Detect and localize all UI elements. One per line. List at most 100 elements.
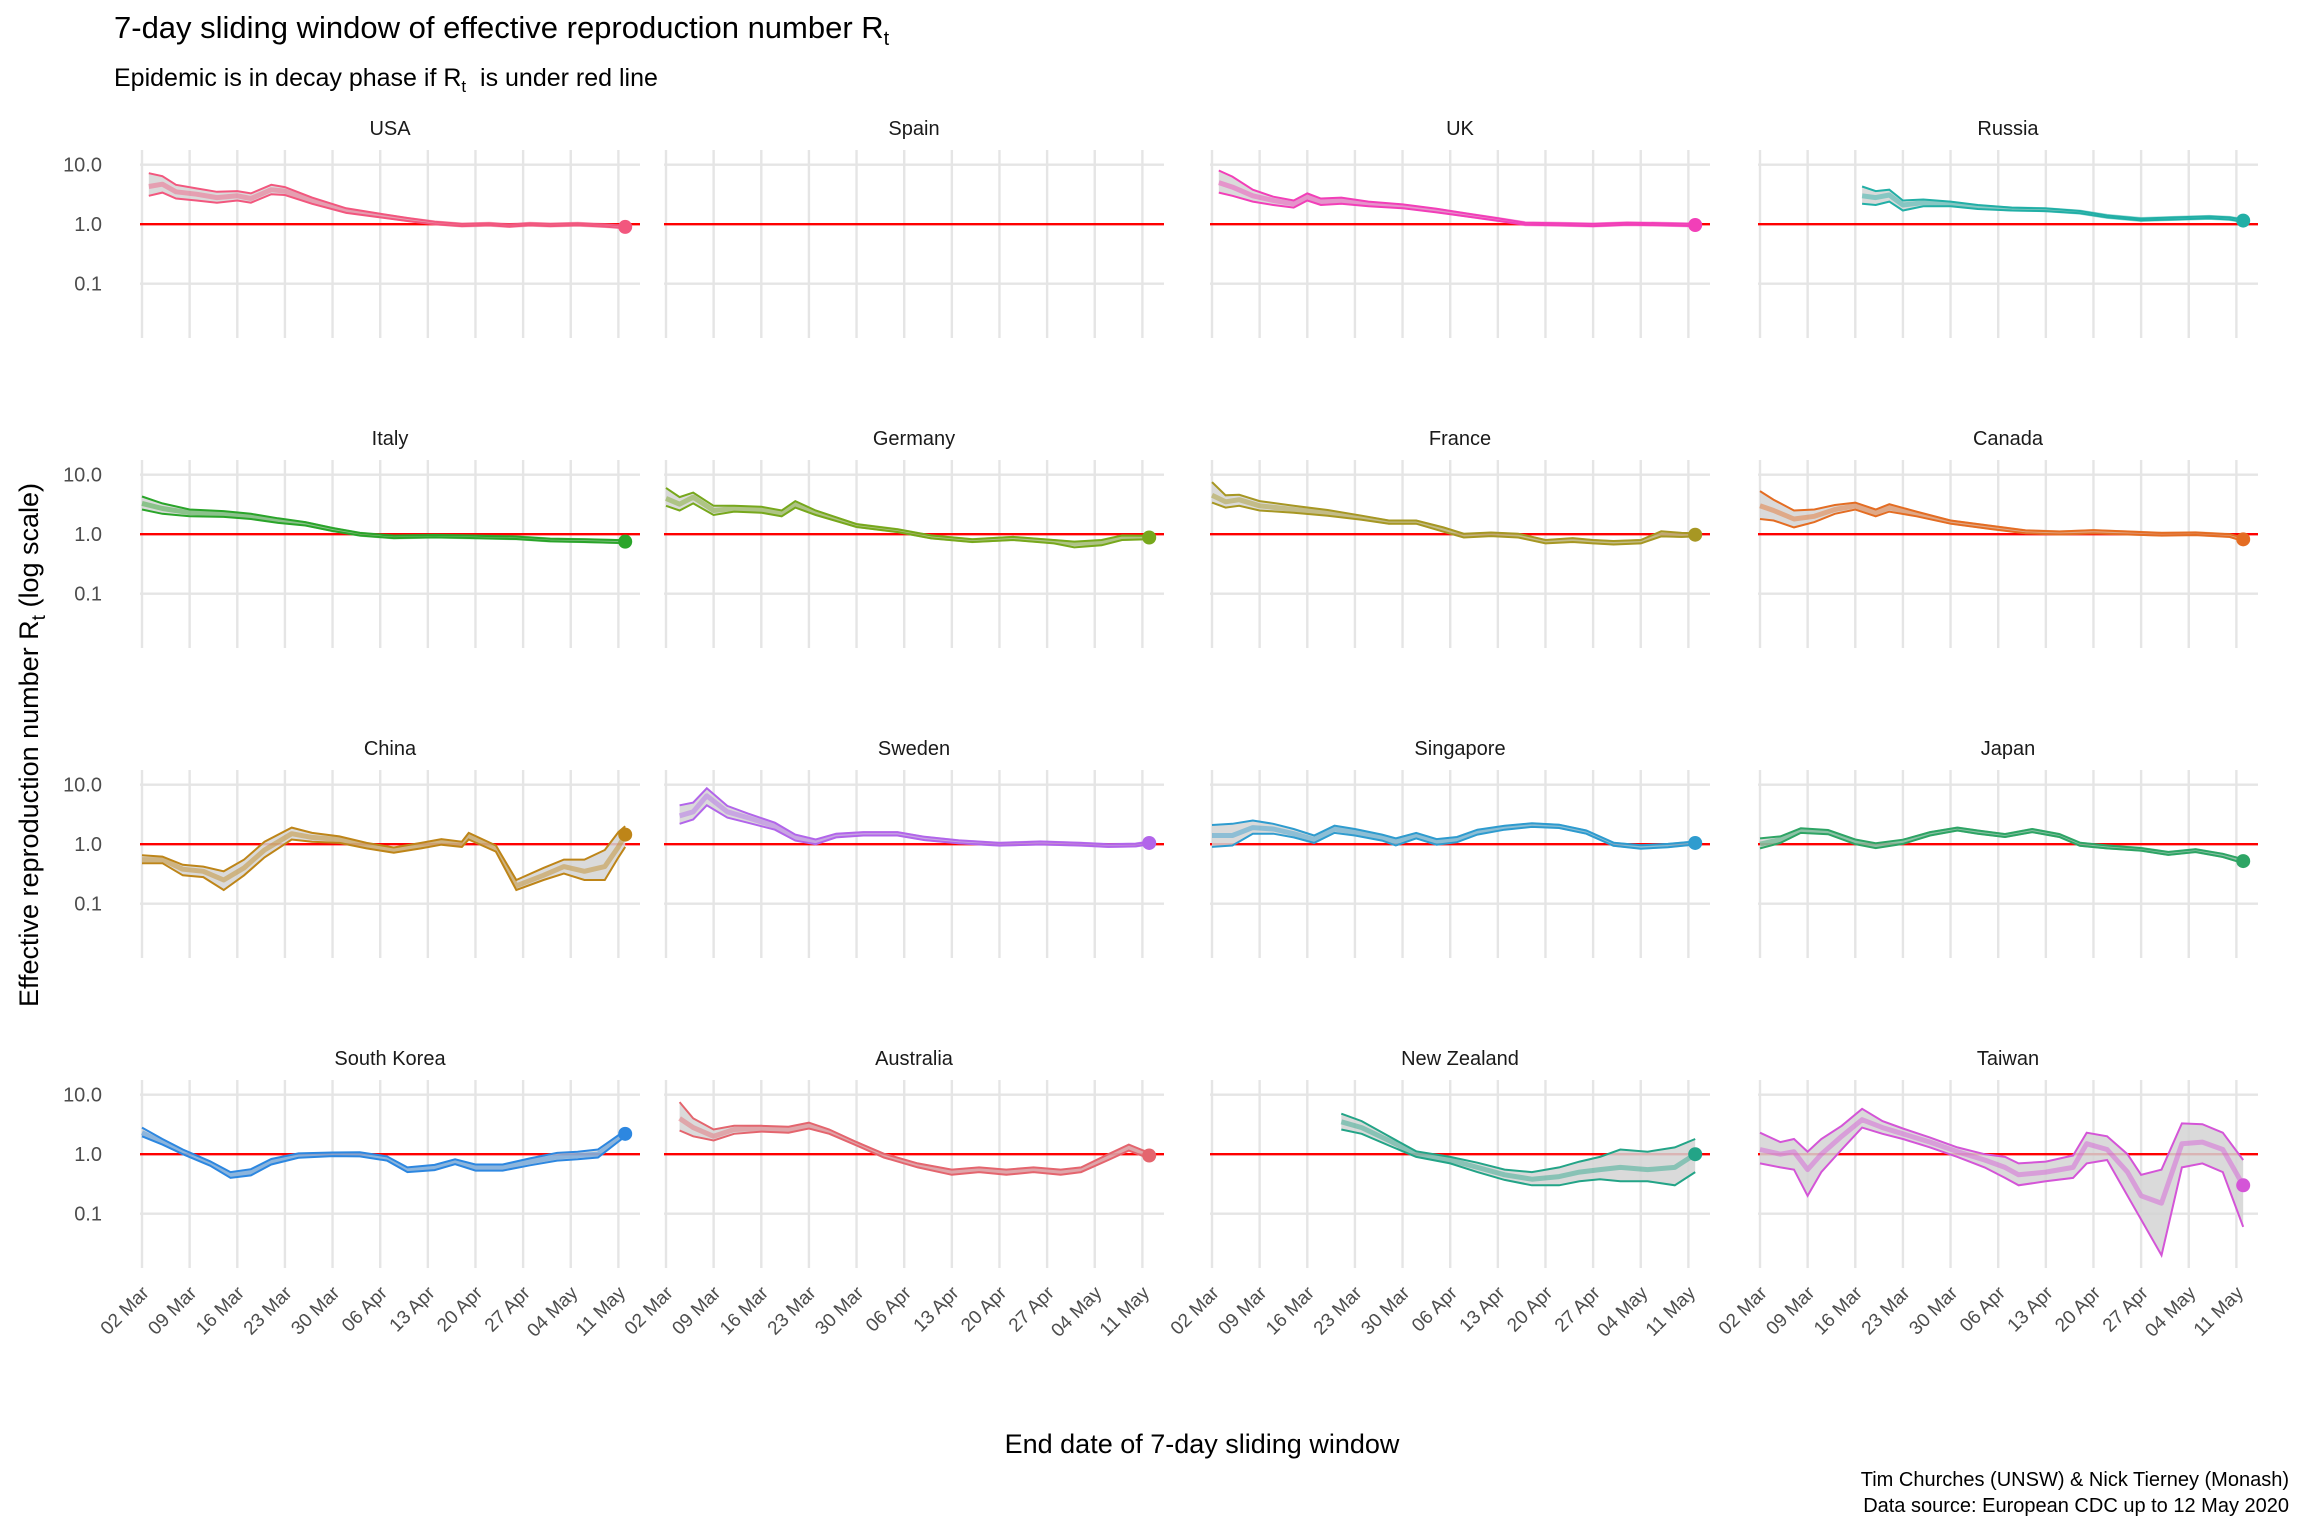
mean-line <box>1759 503 2244 542</box>
mean-line <box>148 181 626 230</box>
facet-label: Germany <box>873 428 955 450</box>
ci-band <box>666 487 1150 548</box>
mean-line <box>1759 1117 2246 1206</box>
x-tick-label: 23 Mar <box>1858 1282 1915 1339</box>
mean-line <box>141 500 626 545</box>
x-tick-label: 23 Mar <box>240 1282 297 1339</box>
ci-lower-line <box>141 508 626 545</box>
facet-label: China <box>364 738 417 760</box>
facet-label: Japan <box>1981 738 2036 760</box>
ci-lower-line <box>1759 508 2244 542</box>
ci-upper-line <box>148 172 626 227</box>
ci-upper-line <box>1759 1107 2245 1176</box>
x-tick-label: 06 Apr <box>1408 1282 1462 1336</box>
x-tick-label: 09 Mar <box>145 1282 202 1339</box>
x-tick-label: 30 Mar <box>1357 1282 1414 1339</box>
mean-line <box>142 831 628 889</box>
x-tick-label: 20 Apr <box>957 1282 1011 1336</box>
y-tick-label: 0.1 <box>74 584 102 606</box>
ci-lower-line <box>1862 200 2244 223</box>
y-tick-label: 1.0 <box>74 1144 102 1166</box>
facet-label: Taiwan <box>1977 1048 2039 1070</box>
chart-title: 7-day sliding window of effective reprod… <box>114 10 890 51</box>
end-point <box>1688 217 1703 232</box>
facet-germany: Germany <box>664 428 1164 648</box>
facet-label: Canada <box>1973 428 2044 450</box>
x-tick-label: 02 Mar <box>621 1282 678 1339</box>
ci-lower-line <box>679 1127 1150 1176</box>
x-tick-label: 13 Apr <box>910 1282 964 1336</box>
ci-lower-line <box>1218 191 1696 228</box>
facet-label: Russia <box>1977 118 2039 140</box>
mean-line <box>1340 1119 1697 1182</box>
facet-label: Singapore <box>1414 738 1505 760</box>
facet-singapore: Singapore <box>1210 738 1710 958</box>
x-tick-label: 30 Mar <box>811 1282 868 1339</box>
facet-china: China 0.1 1.0 10.0 <box>63 738 640 958</box>
x-tick-label: 04 May <box>523 1282 582 1341</box>
facet-italy: Italy 0.1 1.0 10.0 <box>63 428 640 648</box>
x-axis-title: End date of 7-day sliding window <box>1005 1429 1400 1459</box>
x-tick-label: 04 May <box>1047 1282 1106 1341</box>
end-point <box>2236 213 2251 228</box>
y-tick-label: 10.0 <box>63 155 102 177</box>
end-point <box>1142 1148 1157 1163</box>
facet-russia: Russia <box>1758 118 2258 338</box>
end-point <box>1688 527 1703 542</box>
x-tick-label: 09 Mar <box>1215 1282 1272 1339</box>
ci-upper-line <box>1211 481 1696 543</box>
ci-lower-line <box>142 838 627 892</box>
facet-label: Italy <box>372 428 409 450</box>
caption: Tim Churches (UNSW) & Nick Tierney (Mona… <box>1861 1467 2289 1519</box>
x-tick-label: 06 Apr <box>862 1282 916 1336</box>
x-tick-label: 30 Mar <box>1905 1282 1962 1339</box>
ci-lower-line <box>665 502 1150 549</box>
caption-source: Data source: European CDC up to 12 May 2… <box>1863 1495 2289 1517</box>
mean-line <box>678 1116 1151 1175</box>
x-tick-label: 16 Mar <box>192 1282 249 1339</box>
ci-lower-line <box>1759 829 2244 865</box>
facet-sweden: Sweden <box>664 738 1164 958</box>
x-tick-label: 20 Apr <box>1503 1282 1557 1336</box>
facet-label: Spain <box>888 118 939 140</box>
end-point <box>618 827 633 842</box>
ci-lower-line <box>1211 501 1696 546</box>
y-tick-label: 1.0 <box>74 214 102 236</box>
facet-canada: Canada <box>1758 428 2258 648</box>
facet-label: UK <box>1446 118 1474 140</box>
y-tick-label: 1.0 <box>74 834 102 856</box>
ci-band <box>142 1127 626 1178</box>
end-point <box>2236 1178 2251 1193</box>
x-tick-label: 02 Mar <box>1715 1282 1772 1339</box>
x-tick-label: 09 Mar <box>1763 1282 1820 1339</box>
facet-label: France <box>1429 428 1491 450</box>
ci-lower-line <box>1341 1128 1696 1187</box>
end-point <box>2236 854 2251 869</box>
x-tick-label: 16 Mar <box>1262 1282 1319 1339</box>
x-tick-label: 09 Mar <box>669 1282 726 1339</box>
ci-band <box>142 826 626 890</box>
y-tick-label: 10.0 <box>63 775 102 797</box>
end-point <box>2236 532 2251 547</box>
y-tick-label: 0.1 <box>74 274 102 296</box>
ci-upper-line <box>1218 169 1696 225</box>
x-tick-label: 04 May <box>2141 1282 2200 1341</box>
facet-japan: Japan <box>1758 738 2258 958</box>
facet-label: USA <box>369 118 411 140</box>
ci-upper-line <box>1759 490 2244 539</box>
mean-line <box>140 1130 627 1178</box>
ci-lower-line <box>148 191 626 230</box>
mean-line <box>1218 180 1696 228</box>
facet-label: Sweden <box>878 738 950 760</box>
caption-credit: Tim Churches (UNSW) & Nick Tierney (Mona… <box>1860 1469 2289 1491</box>
x-tick-label: 23 Mar <box>764 1282 821 1339</box>
x-tick-label: 20 Apr <box>433 1282 487 1336</box>
ci-upper-line <box>141 825 626 882</box>
x-tick-label: 20 Apr <box>2051 1282 2105 1336</box>
ci-upper-line <box>678 1101 1150 1171</box>
ci-band <box>148 173 626 229</box>
x-tick-label: 11 May <box>1642 1282 1700 1340</box>
chart-subtitle: Epidemic is in decay phase if Rt is unde… <box>114 64 658 96</box>
end-point <box>618 534 633 549</box>
